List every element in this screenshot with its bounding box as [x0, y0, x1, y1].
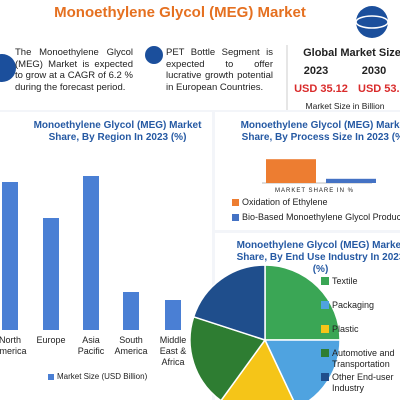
pie-slice [189, 315, 267, 400]
year: 2030 [361, 65, 387, 77]
bar [2, 182, 18, 330]
legend-label: Market Size (USD Billion) [57, 372, 148, 381]
chart-title: Monoethylene Glycol (MEG) Market Share, … [236, 240, 400, 275]
legend-label: Textile [332, 276, 358, 286]
legend-label: Oxidation of Ethylene [242, 197, 328, 207]
market-value: USD 35.12 [294, 83, 348, 95]
x-tick-label: Middle East & Africa [159, 335, 187, 367]
pie-slice [220, 338, 295, 400]
region-panel [0, 112, 212, 400]
x-tick-label: Europe [36, 335, 66, 345]
logo-globe [356, 6, 388, 38]
page-title: Monoethylene Glycol (MEG) Market [54, 4, 306, 21]
x-tick-label: South America [114, 335, 148, 356]
bar [326, 178, 376, 183]
legend-label: Bio-Based Monoethylene Glycol Production [242, 212, 400, 222]
highlight-icon [145, 46, 163, 64]
highlight-text: PET Bottle Segment is expected to offer … [166, 47, 273, 93]
legend-label: Automotive and Transportation [332, 348, 395, 369]
bar [43, 218, 59, 330]
legend-swatch [321, 325, 329, 333]
legend-swatch [321, 373, 329, 381]
logo-orbit [355, 15, 389, 29]
legend-label: Packaging [332, 300, 375, 310]
pie-slice [264, 264, 341, 341]
market-size-note: Market Size in Billion [305, 101, 385, 111]
pie-slice [192, 264, 266, 342]
x-axis-label: MARKET SHARE IN % [275, 188, 354, 194]
legend-label: Plastic [332, 324, 359, 334]
bar [83, 176, 99, 330]
market-value: USD 53.5 [358, 83, 400, 95]
bar [266, 159, 316, 183]
legend-swatch [48, 374, 54, 380]
legend-swatch [232, 199, 239, 206]
chart-title: Monoethylene Glycol (MEG) Market Share, … [33, 120, 202, 143]
highlight-icon [0, 54, 16, 82]
x-tick-label: Asia Pacific [77, 335, 105, 356]
legend-swatch [321, 349, 329, 357]
legend-swatch [321, 301, 329, 309]
legend-label: Other End-user Industry [332, 372, 394, 393]
chart-title: Monoethylene Glycol (MEG) Market Share, … [240, 120, 400, 143]
highlight-text: The Monoethylene Glycol (MEG) Market is … [15, 47, 133, 93]
legend-swatch [321, 277, 329, 285]
year: 2023 [303, 65, 329, 77]
x-tick-label: North America [0, 335, 27, 356]
legend-swatch [232, 214, 239, 221]
bar [123, 292, 139, 330]
bar [165, 300, 181, 330]
market-size-title: Global Market Size [303, 47, 400, 59]
